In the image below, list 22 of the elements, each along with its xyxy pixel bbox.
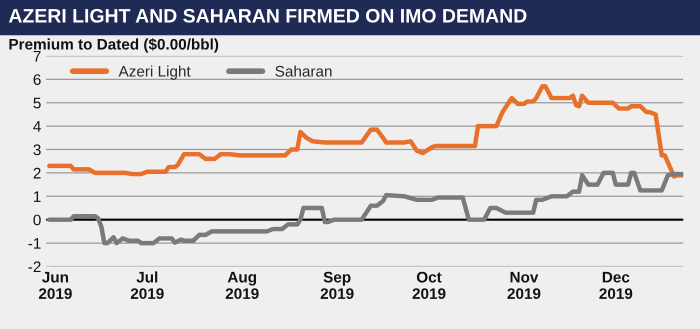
- y-tick-label: 2: [34, 168, 41, 178]
- x-tick-label: Nov 2019: [507, 272, 540, 300]
- legend-label: Azeri Light: [118, 65, 191, 80]
- x-tick-label: Jun 2019: [38, 272, 72, 300]
- line-series: [47, 170, 684, 246]
- y-tick-label: 6: [34, 74, 41, 86]
- legend-label: Saharan: [275, 65, 332, 77]
- x-tick-label: Aug 2019: [226, 272, 259, 300]
- y-tick-label: -1: [28, 238, 41, 249]
- y-tick-label: -2: [28, 261, 41, 272]
- y-tick-label: 3: [33, 144, 41, 156]
- y-tick-label: 0: [33, 214, 41, 226]
- x-tick-label: Dec 2019: [599, 272, 632, 300]
- line-series: [47, 84, 684, 179]
- x-tick-label: Oct 2019: [412, 272, 446, 300]
- x-tick-label: Sep 2019: [320, 272, 354, 300]
- y-tick-label: 5: [33, 98, 41, 108]
- y-tick-label: 1: [34, 191, 41, 202]
- y-tick-label: 4: [33, 121, 41, 132]
- chart-title: AZERI LIGHT AND SAHARAN FIRMED ON IMO DEMAND: [8, 8, 526, 23]
- x-tick-label: Jul 2019: [130, 271, 164, 300]
- y-tick-label: 7: [34, 50, 41, 62]
